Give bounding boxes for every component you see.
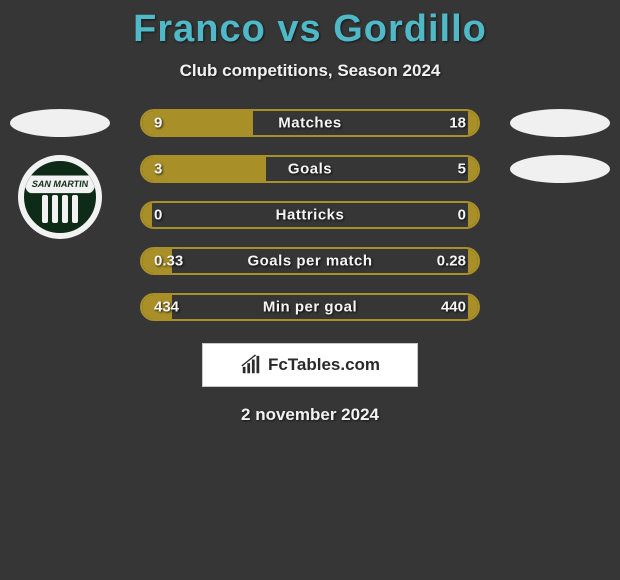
right-player-column: [500, 109, 620, 183]
stat-right-value: 18: [449, 115, 466, 132]
bar-fill-right: [468, 157, 478, 181]
right-club-badge: [510, 155, 610, 183]
stat-right-value: 0.28: [437, 253, 466, 270]
branding-box: FcTables.com: [202, 343, 418, 387]
stat-bar-goals-per-match: 0.33 Goals per match 0.28: [140, 247, 480, 275]
stat-left-value: 434: [154, 299, 179, 316]
bar-fill-left: [142, 203, 152, 227]
stat-left-value: 9: [154, 115, 162, 132]
branding-text: FcTables.com: [268, 355, 380, 375]
left-player-avatar: [10, 109, 110, 137]
stat-label: Min per goal: [263, 299, 357, 316]
stat-bars: 9 Matches 18 3 Goals 5 0 Hattricks 0 0.3…: [140, 109, 480, 321]
left-player-column: SAN MARTIN: [0, 109, 120, 239]
stat-label: Goals: [288, 161, 332, 178]
page-subtitle: Club competitions, Season 2024: [0, 61, 620, 81]
left-club-badge: SAN MARTIN: [18, 155, 102, 239]
chart-icon: [240, 354, 262, 376]
stat-bar-goals: 3 Goals 5: [140, 155, 480, 183]
stat-bar-matches: 9 Matches 18: [140, 109, 480, 137]
stat-right-value: 440: [441, 299, 466, 316]
date-text: 2 november 2024: [0, 405, 620, 425]
stat-left-value: 0: [154, 207, 162, 224]
stat-left-value: 0.33: [154, 253, 183, 270]
stat-bar-hattricks: 0 Hattricks 0: [140, 201, 480, 229]
badge-stripes: [42, 195, 78, 223]
bar-fill-right: [468, 111, 478, 135]
stat-left-value: 3: [154, 161, 162, 178]
bar-fill-right: [468, 295, 478, 319]
left-club-name: SAN MARTIN: [23, 175, 97, 193]
bar-fill-right: [468, 249, 478, 273]
comparison-content: SAN MARTIN 9 Matches 18 3 Goals 5 0 Hatt…: [0, 109, 620, 425]
stat-right-value: 0: [458, 207, 466, 224]
stat-right-value: 5: [458, 161, 466, 178]
page-title: Franco vs Gordillo: [0, 0, 620, 51]
stat-label: Hattricks: [276, 207, 345, 224]
stat-bar-min-per-goal: 434 Min per goal 440: [140, 293, 480, 321]
stat-label: Goals per match: [247, 253, 372, 270]
bar-fill-right: [468, 203, 478, 227]
right-player-avatar: [510, 109, 610, 137]
stat-label: Matches: [278, 115, 342, 132]
